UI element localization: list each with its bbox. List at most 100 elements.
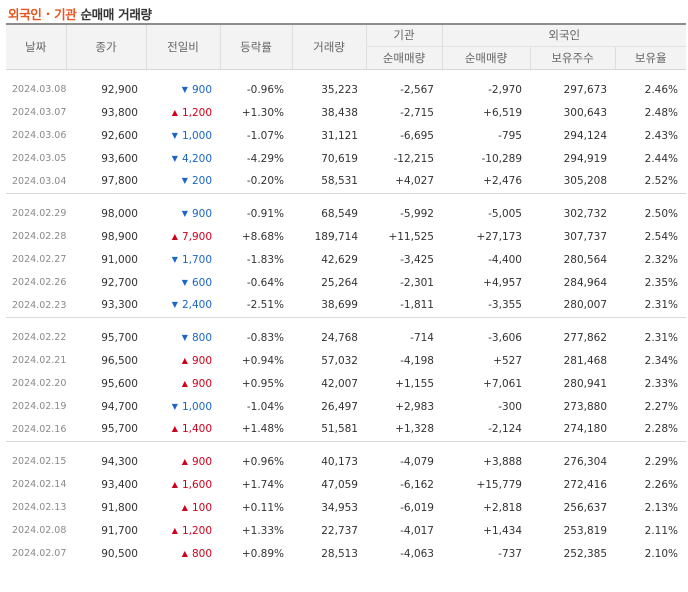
- table-row: 2024.02.20 95,600 ▲ 900 +0.95% 42,007 +1,155 +7…: [6, 372, 686, 395]
- change-value: 900: [191, 83, 212, 96]
- table-row: 2024.02.08 91,700 ▲ 1,200 +1.33% 22,737 -4,017…: [6, 519, 686, 542]
- cell-volume: 28,513: [321, 547, 358, 560]
- cell-holdings: 297,673: [563, 83, 607, 96]
- change-value: 100: [191, 501, 212, 514]
- table-row: 2024.02.15 94,300 ▲ 900 +0.96% 40,173 -4,079 +3…: [6, 450, 686, 473]
- cell-hold-ratio: 2.54%: [644, 230, 678, 243]
- cell-foreign-net: +3,888: [483, 455, 522, 468]
- cell-inst-net: -5,992: [400, 207, 434, 220]
- cell-foreign-net: +527: [493, 354, 522, 367]
- cell-holdings: 280,007: [563, 299, 607, 312]
- cell-close: 90,500: [101, 547, 138, 560]
- cell-volume: 42,007: [321, 377, 358, 390]
- change-value: 1,400: [181, 423, 212, 436]
- cell-hold-ratio: 2.48%: [644, 106, 678, 119]
- cell-change: ▼ 900: [146, 202, 220, 225]
- up-triangle-icon: ▲: [171, 479, 178, 489]
- cell-date: 2024.02.23: [12, 299, 67, 311]
- change-value: 800: [191, 331, 212, 344]
- table-row: 2024.02.19 94,700 ▼ 1,000 -1.04% 26,497 +2,983…: [6, 395, 686, 418]
- cell-rate: -0.83%: [246, 331, 284, 344]
- cell-close: 95,700: [101, 331, 138, 344]
- cell-holdings: 307,737: [563, 230, 607, 243]
- cell-change: ▲ 1,200: [146, 101, 220, 124]
- change-value: 800: [191, 547, 212, 560]
- cell-close: 95,700: [101, 423, 138, 436]
- cell-hold-ratio: 2.29%: [644, 455, 678, 468]
- table-header: 날짜 종가 전일비 등락률 거래량 기관 외국인 순매매량 순매매량 보유주수 …: [6, 23, 686, 70]
- cell-hold-ratio: 2.27%: [644, 400, 678, 413]
- table-row: 2024.02.13 91,800 ▲ 100 +0.11% 34,953 -6,019 +2…: [6, 496, 686, 519]
- change-value: 200: [191, 175, 212, 188]
- cell-holdings: 302,732: [563, 207, 607, 220]
- cell-holdings: 284,964: [563, 276, 607, 289]
- change-value: 600: [191, 276, 212, 289]
- table-row: 2024.03.08 92,900 ▼ 900 -0.96% 35,223 -2,567 -2…: [6, 78, 686, 101]
- cell-hold-ratio: 2.28%: [644, 423, 678, 436]
- cell-foreign-net: +1,434: [483, 524, 522, 537]
- cell-close: 91,000: [101, 253, 138, 266]
- cell-hold-ratio: 2.50%: [644, 207, 678, 220]
- cell-date: 2024.02.16: [12, 423, 67, 435]
- up-triangle-icon: ▲: [181, 355, 188, 365]
- cell-holdings: 273,880: [563, 400, 607, 413]
- change-value: 900: [191, 207, 212, 220]
- cell-holdings: 305,208: [563, 175, 607, 188]
- cell-close: 92,700: [101, 276, 138, 289]
- cell-date: 2024.03.07: [12, 107, 67, 118]
- cell-change: ▼ 600: [146, 271, 220, 294]
- cell-volume: 42,629: [321, 253, 358, 266]
- table-row: 2024.02.14 93,400 ▲ 1,600 +1.74% 47,059 -6,162…: [6, 473, 686, 496]
- cell-date: 2024.02.14: [12, 479, 67, 490]
- group-divider: [6, 192, 686, 202]
- cell-inst-net: +4,027: [395, 175, 434, 188]
- cell-inst-net: -4,198: [400, 354, 434, 367]
- cell-foreign-net: -3,355: [488, 299, 522, 312]
- table-row: 2024.03.04 97,800 ▼ 200 -0.20% 58,531 +4,027 +2…: [6, 170, 686, 193]
- cell-inst-net: -12,215: [393, 152, 434, 165]
- up-triangle-icon: ▲: [181, 456, 188, 466]
- cell-foreign-net: +6,519: [483, 106, 522, 119]
- down-triangle-icon: ▼: [181, 176, 188, 186]
- col-header-close: 종가: [65, 23, 146, 70]
- cell-volume: 22,737: [321, 524, 358, 537]
- cell-close: 98,900: [101, 230, 138, 243]
- cell-rate: +0.89%: [241, 547, 284, 560]
- cell-rate: -0.64%: [246, 276, 284, 289]
- cell-date: 2024.02.21: [12, 355, 67, 366]
- cell-foreign-net: +2,818: [483, 501, 522, 514]
- cell-change: ▲ 1,200: [146, 519, 220, 542]
- title-foreigner: 외국인: [8, 6, 42, 22]
- cell-close: 93,800: [101, 106, 138, 119]
- up-triangle-icon: ▲: [171, 424, 178, 434]
- title-institution: 기관: [54, 6, 77, 22]
- section-title: 외국인 · 기관 순매매 거래량: [8, 3, 152, 23]
- table-row: 2024.03.07 93,800 ▲ 1,200 +1.30% 38,438 -2,715…: [6, 101, 686, 124]
- cell-hold-ratio: 2.35%: [644, 276, 678, 289]
- cell-date: 2024.03.06: [12, 130, 67, 141]
- table-row: 2024.03.06 92,600 ▼ 1,000 -1.07% 31,121 -6,695…: [6, 124, 686, 147]
- cell-change: ▼ 900: [146, 78, 220, 101]
- cell-holdings: 253,819: [563, 524, 607, 537]
- down-triangle-icon: ▼: [171, 401, 178, 411]
- table-row: 2024.03.05 93,600 ▼ 4,200 -4.29% 70,619 -12,21…: [6, 147, 686, 170]
- cell-volume: 40,173: [321, 455, 358, 468]
- cell-foreign-net: -3,606: [488, 331, 522, 344]
- cell-volume: 47,059: [321, 478, 358, 491]
- cell-volume: 35,223: [321, 83, 358, 96]
- cell-hold-ratio: 2.10%: [644, 547, 678, 560]
- cell-volume: 51,581: [321, 423, 358, 436]
- up-triangle-icon: ▲: [171, 525, 178, 535]
- cell-volume: 34,953: [321, 501, 358, 514]
- cell-change: ▼ 2,400: [146, 294, 220, 317]
- cell-rate: +8.68%: [241, 230, 284, 243]
- cell-change: ▲ 1,600: [146, 473, 220, 496]
- cell-holdings: 272,416: [563, 478, 607, 491]
- cell-holdings: 280,941: [563, 377, 607, 390]
- cell-hold-ratio: 2.43%: [644, 129, 678, 142]
- table-row: 2024.02.07 90,500 ▲ 800 +0.89% 28,513 -4,063 -7…: [6, 542, 686, 565]
- col-header-change: 전일비: [145, 23, 220, 70]
- cell-rate: -1.83%: [246, 253, 284, 266]
- cell-rate: -4.29%: [246, 152, 284, 165]
- col-header-volume: 거래량: [291, 23, 366, 70]
